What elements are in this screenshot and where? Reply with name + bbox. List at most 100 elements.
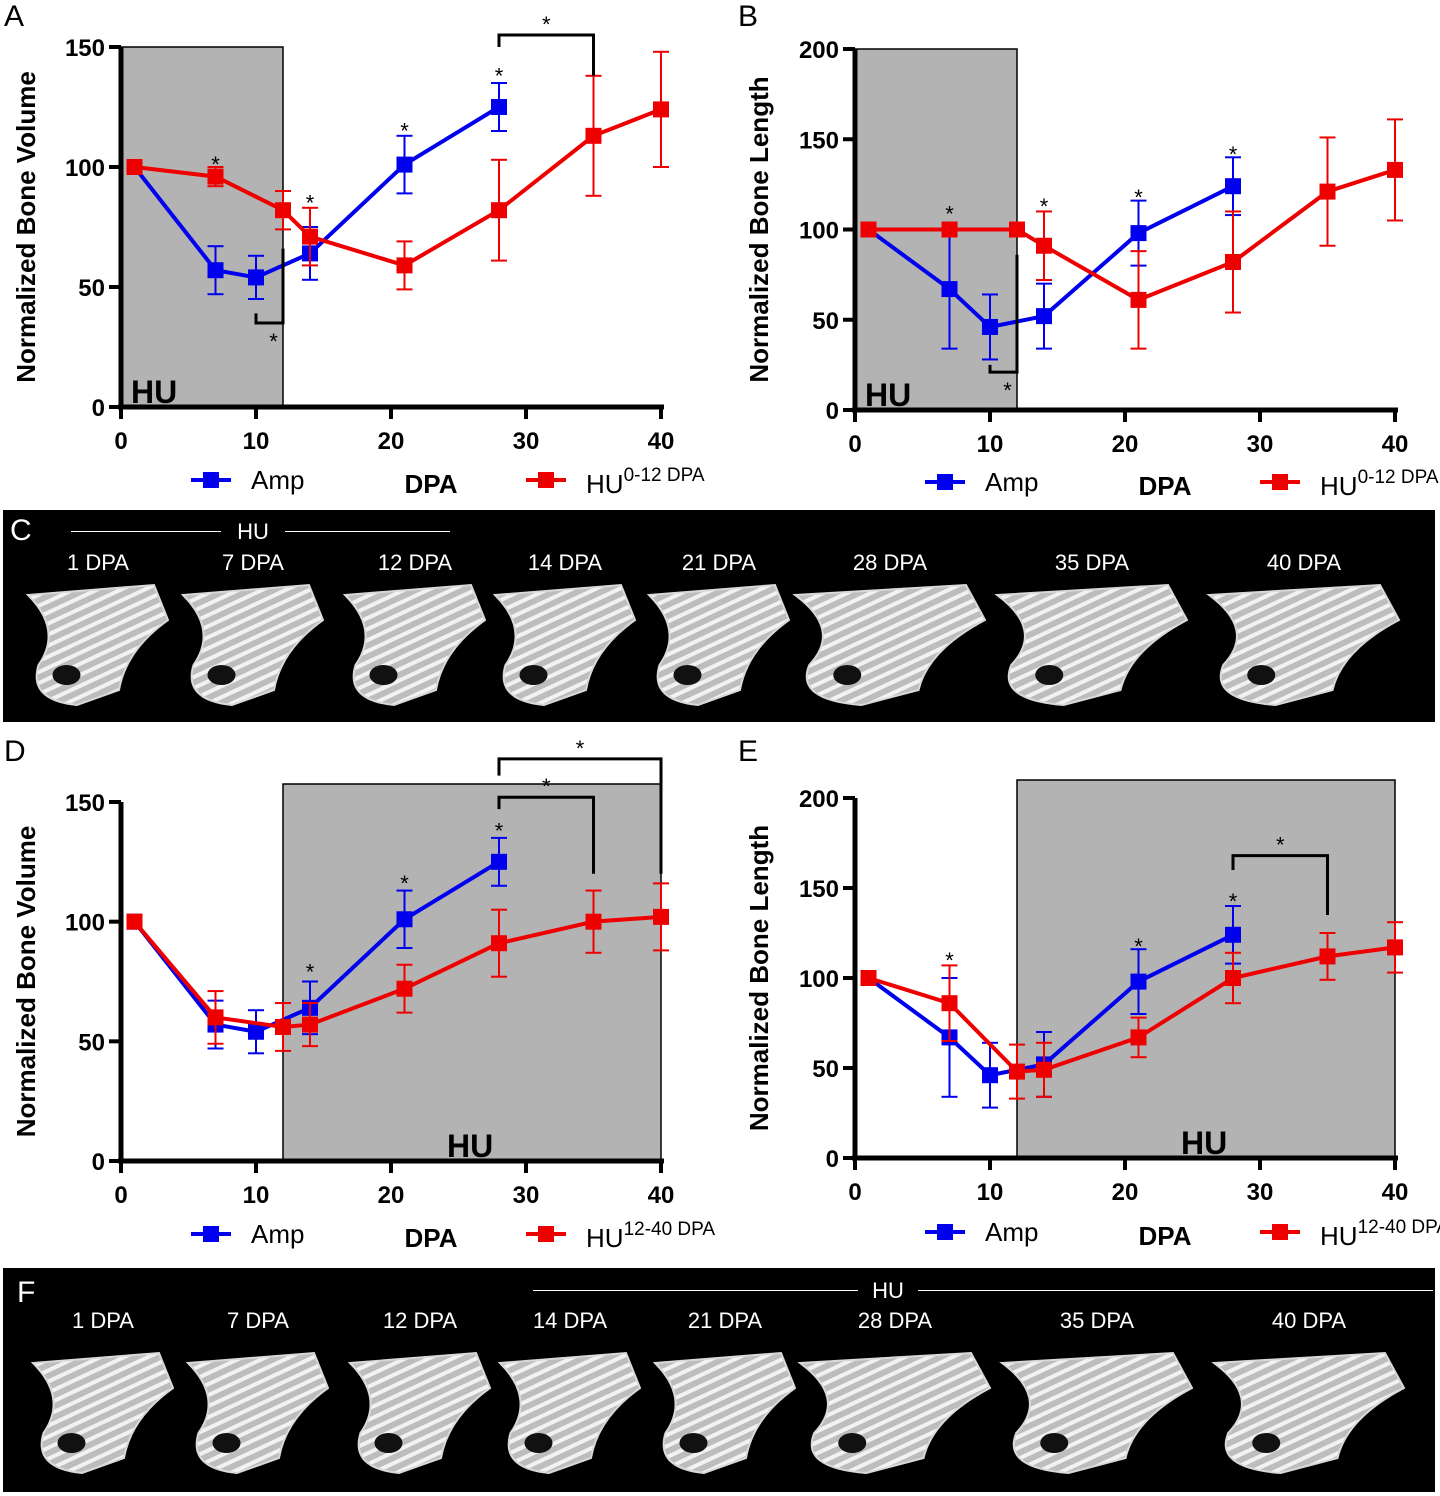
- x-tick-label: 40: [1382, 1179, 1409, 1206]
- legend-hu-marker: [1272, 474, 1288, 490]
- hu-shaded-region: [1016, 779, 1396, 1159]
- bone-foramen: [524, 1433, 553, 1453]
- data-point: [396, 156, 413, 173]
- timepoint-label: 40 DPA: [1266, 550, 1342, 575]
- data-point: [207, 262, 224, 279]
- x-tick-label: 30: [513, 1182, 540, 1209]
- chart-e: HU 0 50 100 150 200 0 10 20 30 40 Normalized Bone L…: [744, 779, 1440, 1251]
- data-point: [585, 127, 602, 144]
- bracket-asterisk: *: [542, 774, 551, 799]
- data-point: [1130, 973, 1147, 990]
- significance-asterisk: *: [1229, 142, 1238, 167]
- data-point: [275, 202, 291, 219]
- legend: Amp DPA HU0-12 DPA: [925, 467, 1439, 501]
- hu-shaded-label: HU: [1181, 1125, 1227, 1161]
- data-point: [1387, 161, 1403, 178]
- bone-rendering: [994, 583, 1189, 707]
- legend-hu-base: HU: [1320, 1221, 1358, 1251]
- data-point: [1130, 1029, 1147, 1046]
- timepoint-label: 21 DPA: [681, 550, 757, 575]
- y-tick-label: 150: [65, 35, 105, 62]
- legend-amp-label: Amp: [251, 465, 304, 495]
- series-line: [132, 914, 662, 1029]
- data-point: [860, 970, 877, 986]
- y-tick-label: 0: [826, 1146, 839, 1173]
- timepoint-label: 40 DPA: [1271, 1308, 1347, 1333]
- data-point: [302, 228, 318, 245]
- legend-amp-label: Amp: [985, 467, 1038, 497]
- bone-rendering: [342, 583, 487, 707]
- data-point: [941, 221, 958, 238]
- x-tick-label: 10: [977, 1179, 1004, 1206]
- legend-amp-marker: [203, 472, 219, 488]
- y-tick-label: 100: [799, 966, 839, 993]
- bracket-asterisk: *: [269, 329, 278, 354]
- bone-rendering: [492, 583, 637, 707]
- legend-hu-base: HU: [586, 1223, 624, 1253]
- timepoint-label: 21 DPA: [687, 1308, 763, 1333]
- bone-rendering: [652, 1351, 797, 1475]
- significance-bracket: [497, 757, 663, 874]
- legend-amp-label: Amp: [985, 1217, 1038, 1247]
- series-hu: [860, 118, 1403, 350]
- data-point: [1225, 178, 1241, 195]
- data-point: [396, 911, 413, 928]
- x-tick-label: 10: [977, 431, 1004, 458]
- data-point: [491, 853, 507, 870]
- panel-letter-d: D: [4, 735, 26, 768]
- y-tick-label: 50: [78, 275, 105, 302]
- data-point: [396, 257, 413, 274]
- data-point: [982, 1067, 998, 1084]
- data-point: [248, 269, 264, 286]
- data-point: [1387, 939, 1403, 956]
- hu-line-right: [285, 531, 450, 532]
- x-tick-label: 30: [1247, 431, 1274, 458]
- significance-asterisk: *: [306, 960, 315, 985]
- bracket-asterisk: *: [542, 12, 551, 37]
- data-point: [1009, 221, 1025, 238]
- significance-asterisk: *: [495, 818, 504, 843]
- bone-foramen: [519, 665, 548, 685]
- data-point: [1036, 308, 1052, 325]
- bone-foramen: [212, 1433, 241, 1453]
- y-tick-label: 50: [812, 1056, 839, 1083]
- bone-renderings: [25, 583, 1401, 707]
- bone-rendering: [497, 1351, 642, 1475]
- hu-shaded-label: HU: [447, 1128, 493, 1164]
- y-tick-label: 150: [799, 127, 839, 154]
- significance-asterisk: *: [400, 871, 409, 896]
- timepoint-label: 12 DPA: [382, 1308, 458, 1333]
- significance-bracket: [254, 248, 285, 325]
- data-point: [396, 980, 413, 997]
- data-point: [1036, 237, 1052, 254]
- x-tick-label: 20: [1112, 431, 1139, 458]
- x-tick-label: 30: [1247, 1179, 1274, 1206]
- significance-asterisk: *: [211, 152, 220, 177]
- bone-rendering: [1206, 583, 1401, 707]
- x-tick-label: 0: [114, 428, 127, 455]
- significance-bracket: [497, 795, 595, 874]
- bone-foramen: [207, 665, 236, 685]
- data-point: [860, 221, 877, 238]
- timepoint-label: 12 DPA: [377, 550, 453, 575]
- significance-asterisk: *: [945, 948, 954, 973]
- legend-hu-label: HU12-40 DPA: [1320, 1217, 1440, 1251]
- bone-rendering: [646, 583, 791, 707]
- y-tick-label: 0: [826, 398, 839, 425]
- panel-letter-e: E: [738, 735, 759, 768]
- bone-foramen: [1252, 1433, 1281, 1453]
- legend-hu-base: HU: [586, 469, 624, 499]
- bone-rendering: [180, 583, 325, 707]
- x-tick-label: 0: [848, 431, 861, 458]
- hu-shaded-region: [282, 783, 662, 1162]
- data-point: [491, 99, 507, 115]
- hu-label: HU: [872, 1278, 904, 1303]
- x-tick-label: 20: [1112, 1179, 1139, 1206]
- timepoint-label: 14 DPA: [532, 1308, 608, 1333]
- y-axis-label: Normalized Bone Volume: [11, 71, 41, 383]
- hu-line-left: [71, 531, 221, 532]
- data-point: [248, 1023, 264, 1040]
- bone-rendering: [1211, 1351, 1406, 1475]
